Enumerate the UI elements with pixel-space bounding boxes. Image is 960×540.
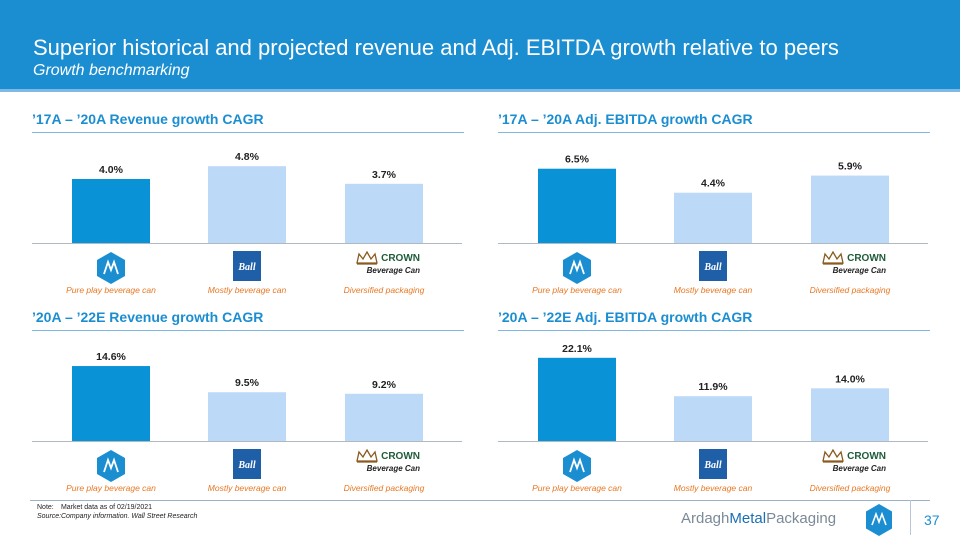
chart-title: ’20A – ’22E Adj. EBITDA growth CAGR: [498, 309, 753, 325]
chart-panel-2: ’20A – ’22E Revenue growth CAGR 14.6% 9.5…: [32, 309, 467, 504]
category-caption: Pure play beverage can: [66, 483, 156, 493]
amp-logo: [95, 449, 127, 488]
amp-logo: [95, 251, 127, 290]
svg-text:Ball: Ball: [237, 460, 255, 471]
data-label-0: 22.1%: [562, 343, 592, 355]
category-caption: Diversified packaging: [343, 285, 425, 295]
page-title: Superior historical and projected revenu…: [33, 35, 839, 60]
data-label-1: 9.5%: [235, 377, 260, 389]
data-label-2: 14.0%: [835, 373, 865, 385]
bar-0: [538, 168, 616, 243]
data-label-1: 11.9%: [698, 381, 728, 393]
chart-title: ’17A – ’20A Adj. EBITDA growth CAGR: [498, 111, 753, 127]
category-caption: Mostly beverage can: [673, 483, 753, 493]
bar-1: [208, 392, 286, 441]
divider: [32, 132, 464, 133]
category-caption: Pure play beverage can: [66, 285, 156, 295]
ball-logo: Ball: [699, 449, 727, 484]
amp-logo: [561, 251, 593, 290]
bar-chart: 4.0% 4.8% 3.7%: [32, 151, 462, 244]
bar-2: [811, 175, 889, 243]
page-number: 37: [924, 512, 940, 528]
bar-chart: 6.5% 4.4% 5.9%: [498, 154, 928, 244]
svg-text:Ball: Ball: [703, 262, 721, 273]
svg-text:Ball: Ball: [703, 460, 721, 471]
category-caption: Mostly beverage can: [673, 285, 753, 295]
note-label: Note:: [37, 504, 54, 511]
data-label-1: 4.8%: [235, 151, 260, 163]
divider: [498, 330, 930, 331]
bar-2: [345, 183, 423, 243]
ball-logo: Ball: [233, 251, 261, 286]
divider: [498, 132, 930, 133]
page-separator: [910, 500, 911, 535]
bar-0: [72, 179, 150, 243]
chart-panel-0: ’17A – ’20A Revenue growth CAGR 4.0% 4.8%…: [32, 111, 467, 306]
category-caption: Pure play beverage can: [532, 483, 622, 493]
bar-1: [674, 396, 752, 441]
divider: [32, 330, 464, 331]
bar-0: [72, 366, 150, 441]
category-caption: Diversified packaging: [343, 483, 425, 493]
crown-logo: CROWN Beverage Can: [348, 449, 420, 473]
page-subtitle: Growth benchmarking: [33, 62, 190, 79]
source-label: Source:: [37, 513, 62, 520]
brand-word-1: Ardagh: [681, 510, 730, 527]
chart-title: ’20A – ’22E Revenue growth CAGR: [32, 309, 264, 325]
data-label-2: 9.2%: [372, 379, 397, 391]
data-label-2: 3.7%: [372, 169, 397, 181]
ball-logo: Ball: [699, 251, 727, 286]
chart-panel-1: ’17A – ’20A Adj. EBITDA growth CAGR 6.5%…: [498, 111, 933, 306]
amp-logo: [561, 449, 593, 488]
source-text: Company information. Wall Street Researc…: [60, 513, 198, 520]
bar-0: [538, 357, 616, 441]
category-caption: Diversified packaging: [809, 483, 891, 493]
data-label-1: 4.4%: [701, 178, 726, 190]
data-label-0: 4.0%: [99, 164, 124, 176]
svg-text:Ball: Ball: [237, 262, 255, 273]
note-text: Market data as of 02/19/2021: [60, 504, 153, 511]
bar-chart: 22.1% 11.9% 14.0%: [498, 343, 928, 442]
chart-title: ’17A – ’20A Revenue growth CAGR: [32, 111, 264, 127]
footnote-source: Source: Company information. Wall Street…: [37, 513, 197, 520]
crown-logo: CROWN Beverage Can: [814, 449, 886, 473]
bar-chart: 14.6% 9.5% 9.2%: [32, 351, 462, 442]
header-banner: Superior historical and projected revenu…: [0, 0, 960, 92]
bar-1: [674, 192, 752, 243]
bar-1: [208, 166, 286, 243]
brand-word-3: Packaging: [766, 510, 837, 527]
category-caption: Mostly beverage can: [207, 483, 287, 493]
category-caption: Mostly beverage can: [207, 285, 287, 295]
data-label-2: 5.9%: [838, 161, 863, 173]
data-label-0: 14.6%: [96, 351, 126, 363]
data-label-0: 6.5%: [565, 154, 590, 166]
crown-logo: CROWN Beverage Can: [814, 251, 886, 275]
brand-word-2: Metal: [729, 510, 767, 527]
ball-logo: Ball: [233, 449, 261, 484]
brand-wordmark: ArdaghMetalPackaging: [681, 510, 836, 527]
bar-2: [345, 393, 423, 441]
footer-divider: [30, 500, 930, 501]
footnote-note: Note: Market data as of 02/19/2021: [37, 504, 152, 511]
bar-2: [811, 388, 889, 441]
category-caption: Diversified packaging: [809, 285, 891, 295]
chart-panel-3: ’20A – ’22E Adj. EBITDA growth CAGR 22.1…: [498, 309, 933, 504]
category-caption: Pure play beverage can: [532, 285, 622, 295]
amp-logo-mark: [866, 504, 892, 536]
crown-logo: CROWN Beverage Can: [348, 251, 420, 275]
